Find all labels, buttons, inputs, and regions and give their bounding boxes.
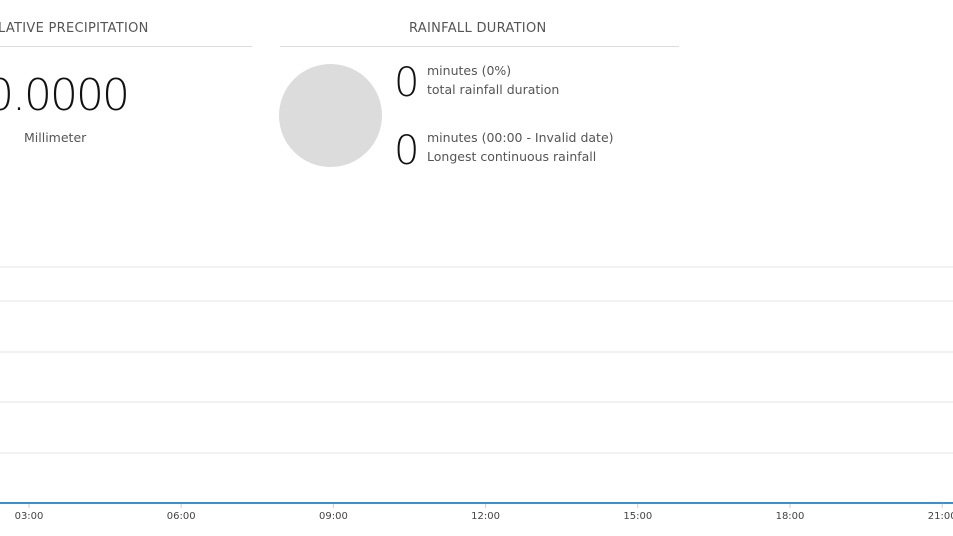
panel-title: RAINFALL DURATION	[409, 21, 547, 36]
stat-line: minutes (0%)	[427, 63, 512, 78]
x-tick-label: 18:00	[776, 511, 805, 522]
stat-value: 0	[394, 128, 420, 174]
divider	[280, 46, 679, 47]
panel-title: LATIVE PRECIPITATION	[0, 21, 149, 36]
duration-pie	[279, 64, 382, 167]
stat-line: Longest continuous rainfall	[427, 149, 597, 164]
x-tick-label: 03:00	[15, 511, 44, 522]
stat-line: minutes (00:00 - Invalid date)	[427, 130, 614, 145]
x-tick-label: 09:00	[319, 511, 348, 522]
divider	[0, 46, 252, 47]
stat-value: 0	[394, 60, 420, 106]
x-tick-label: 12:00	[471, 511, 500, 522]
precip-unit: Millimeter	[24, 130, 87, 145]
precip-value: 0.0000	[0, 70, 130, 121]
x-tick-label: 21:00	[928, 511, 953, 522]
x-tick-label: 06:00	[167, 511, 196, 522]
stat-line: total rainfall duration	[427, 82, 560, 97]
x-tick-label: 15:00	[623, 511, 652, 522]
